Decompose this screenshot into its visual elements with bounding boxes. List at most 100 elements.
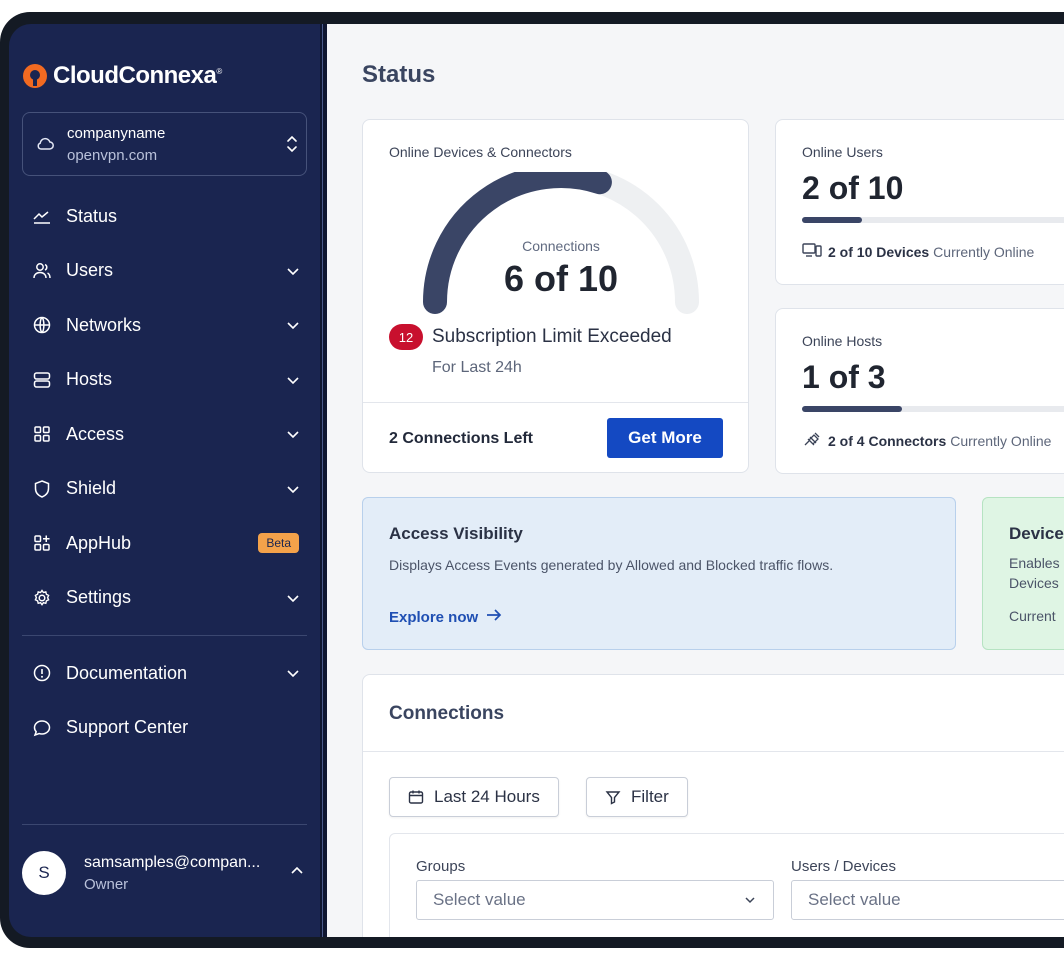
sidebar-footer-divider <box>22 824 307 825</box>
chevron-down-icon <box>283 588 303 608</box>
users-devices-select[interactable]: Select value <box>791 880 1064 920</box>
chart-line-icon <box>32 206 52 226</box>
sidebar-item-settings[interactable]: Settings <box>22 571 307 626</box>
connectors-online-note: 2 of 4 Connectors Currently Online <box>802 431 1051 450</box>
sidebar: CloudConnexa® companyname openvpn.com St… <box>9 24 322 937</box>
warning-title: Subscription Limit Exceeded <box>432 326 672 347</box>
sidebar-item-apphub[interactable]: AppHub Beta <box>22 516 307 571</box>
device-card-footer: Current <box>1009 608 1056 624</box>
sidebar-item-label: Hosts <box>66 369 113 390</box>
grid-icon <box>32 424 52 444</box>
sidebar-item-label: Shield <box>66 478 117 499</box>
access-visibility-card: Access Visibility Displays Access Events… <box>362 497 956 650</box>
chevron-down-icon <box>283 479 303 499</box>
time-range-button[interactable]: Last 24 Hours <box>389 777 559 817</box>
chevron-down-icon <box>283 424 303 444</box>
get-more-button[interactable]: Get More <box>607 418 723 458</box>
sidebar-item-label: AppHub <box>66 532 132 553</box>
info-circle-icon <box>32 663 52 683</box>
filter-label: Filter <box>631 787 669 806</box>
sidebar-item-users[interactable]: Users <box>22 244 307 299</box>
limit-warning: 12 Subscription Limit Exceeded <box>389 324 672 350</box>
sidebar-item-documentation[interactable]: Documentation <box>22 646 307 701</box>
arrow-right-icon <box>486 608 502 626</box>
hosts-progress-fill <box>802 406 902 412</box>
device-posture-card: Device Enables Devices Current <box>982 497 1064 650</box>
online-hosts-value: 1 of 3 <box>802 359 886 395</box>
page-title: Status <box>362 61 436 88</box>
beta-badge: Beta <box>258 533 299 554</box>
apps-add-icon <box>32 533 52 553</box>
devices-online-count: 2 of 10 Devices <box>828 243 930 260</box>
brand-name: CloudConnexa® <box>53 62 222 89</box>
chat-bubble-icon <box>32 718 52 738</box>
hosts-progress-bar <box>802 406 1064 412</box>
warning-count-badge: 12 <box>389 324 423 350</box>
filter-icon <box>605 789 621 805</box>
groups-placeholder: Select value <box>433 890 526 909</box>
panel-divider <box>363 751 1064 752</box>
online-hosts-card: Online Hosts 1 of 3 2 of 4 Connectors Cu… <box>775 308 1064 474</box>
chevron-down-icon <box>283 663 303 683</box>
sidebar-item-label: Support Center <box>66 717 189 738</box>
gauge-fill <box>423 164 612 314</box>
explore-now-link[interactable]: Explore now <box>389 608 502 626</box>
logo[interactable]: CloudConnexa® <box>23 62 222 90</box>
sidebar-item-label: Users <box>66 260 114 281</box>
server-icon <box>32 370 52 390</box>
gauge-value: 6 of 10 <box>503 258 619 299</box>
groups-select[interactable]: Select value <box>416 880 774 920</box>
sidebar-border <box>320 24 327 937</box>
organization-switcher[interactable]: companyname openvpn.com <box>22 112 307 176</box>
sidebar-nav: Status Users Networks Hosts Access Shiel… <box>22 189 307 755</box>
sidebar-item-label: Settings <box>66 587 132 608</box>
online-users-value: 2 of 10 <box>802 170 904 206</box>
user-menu[interactable]: S samsamples@compan... Owner <box>22 850 307 896</box>
gear-icon <box>32 588 52 608</box>
filter-button[interactable]: Filter <box>586 777 688 817</box>
logo-mark-icon <box>23 64 47 88</box>
globe-icon <box>32 315 52 335</box>
main-content: Status Online Devices & Connectors Conne… <box>327 24 1064 937</box>
org-name: companyname <box>67 124 166 142</box>
nav-divider <box>22 635 307 636</box>
org-domain: openvpn.com <box>67 146 158 164</box>
connections-title: Connections <box>389 703 505 724</box>
explore-now-label: Explore now <box>389 608 479 626</box>
users-devices-label: Users / Devices <box>791 858 897 875</box>
chevron-up-down-icon <box>278 134 306 155</box>
sidebar-item-status[interactable]: Status <box>22 189 307 244</box>
calendar-icon <box>408 789 424 805</box>
connections-gauge: Connections 6 of 10 <box>411 164 711 322</box>
users-progress-bar <box>802 217 1064 223</box>
shield-icon <box>32 479 52 499</box>
sidebar-item-support-center[interactable]: Support Center <box>22 701 307 756</box>
device-card-title: Device <box>1009 524 1064 543</box>
connectors-online-suffix: Currently Online <box>950 432 1052 449</box>
chevron-up-icon <box>287 861 307 886</box>
sidebar-item-access[interactable]: Access <box>22 407 307 462</box>
cloud-icon <box>35 134 55 154</box>
users-icon <box>32 261 52 281</box>
sidebar-item-label: Networks <box>66 314 142 335</box>
sidebar-item-hosts[interactable]: Hosts <box>22 353 307 408</box>
users-devices-placeholder: Select value <box>808 890 901 909</box>
warning-subtitle: For Last 24h <box>432 359 522 376</box>
gauge-label: Connections <box>522 238 600 254</box>
sidebar-item-shield[interactable]: Shield <box>22 462 307 517</box>
groups-label: Groups <box>416 858 466 875</box>
card-title: Online Hosts <box>802 333 883 349</box>
devices-connectors-card: Online Devices & Connectors Connections … <box>362 119 749 473</box>
card-title: Online Devices & Connectors <box>389 144 572 160</box>
connectors-online-count: 2 of 4 Connectors <box>828 432 947 449</box>
sidebar-item-networks[interactable]: Networks <box>22 298 307 353</box>
device-card-description: Enables Devices <box>1009 555 1060 591</box>
chevron-down-icon <box>283 370 303 390</box>
card-title: Online Users <box>802 144 883 160</box>
user-email: samsamples@compan... <box>84 853 261 871</box>
sidebar-item-label: Access <box>66 423 125 444</box>
avatar: S <box>22 851 66 895</box>
devices-online-suffix: Currently Online <box>933 243 1035 260</box>
chevron-down-icon <box>283 261 303 281</box>
connections-left: 2 Connections Left <box>389 430 534 447</box>
